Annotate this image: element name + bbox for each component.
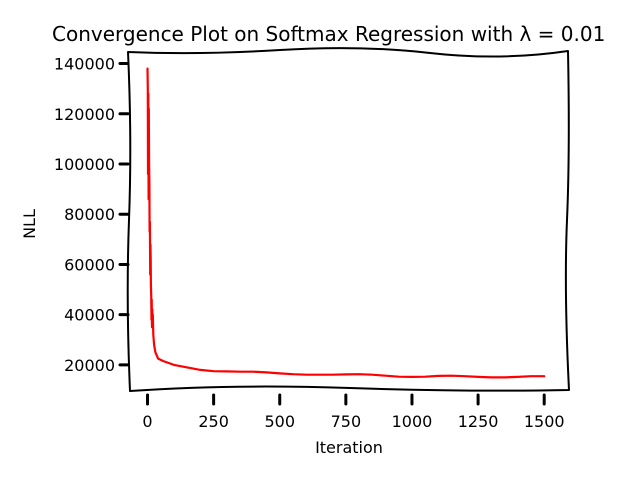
x-tick-label: 1000 (392, 412, 433, 431)
y-axis-label: NLL (20, 209, 39, 239)
x-tick-label: 250 (198, 412, 229, 431)
x-axis-label: Iteration (315, 438, 383, 457)
y-tick-label: 120000 (54, 105, 115, 124)
y-tick-label: 100000 (54, 155, 115, 174)
y-tick-label: 40000 (64, 306, 115, 325)
y-tick-label: 140000 (54, 55, 115, 74)
plot-frame (126, 47, 570, 392)
x-tick-label: 500 (264, 412, 295, 431)
chart-title: Convergence Plot on Softmax Regression w… (52, 22, 605, 46)
nll-series-line (146, 67, 546, 379)
y-axis-ticks: 20000 40000 60000 80000 100000 120000 140000 (54, 55, 130, 375)
x-tick-label: 0 (142, 412, 152, 431)
y-tick-label: 60000 (64, 255, 115, 274)
x-tick-label: 1250 (458, 412, 499, 431)
series-layer (146, 67, 546, 379)
y-tick-label: 80000 (64, 205, 115, 224)
x-tick-label: 1500 (524, 412, 565, 431)
x-tick-label: 750 (331, 412, 362, 431)
y-tick-label: 20000 (64, 356, 115, 375)
x-axis-ticks: 0 250 500 750 1000 1250 1500 (142, 393, 565, 431)
